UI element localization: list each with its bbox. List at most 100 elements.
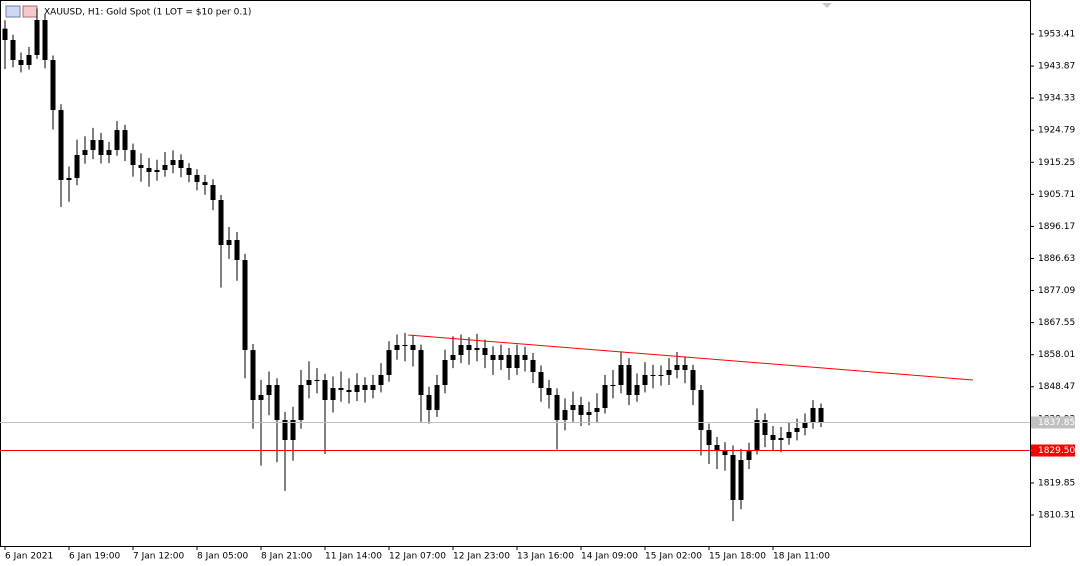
price-label-box [1031, 416, 1075, 429]
candle-body [434, 384, 440, 411]
candle-body [602, 384, 608, 408]
candle-body [146, 167, 152, 172]
y-tick-label: 1896.17 [1038, 222, 1075, 232]
candle-body [74, 154, 80, 179]
candle-body [370, 384, 376, 391]
y-tick-label: 1848.47 [1038, 382, 1075, 392]
candle-body [626, 364, 632, 395]
candle-body [50, 59, 56, 111]
candle-body [266, 384, 272, 395]
candle-body [234, 239, 240, 260]
x-tick-label: 14 Jan 09:00 [581, 552, 638, 562]
candle-body [634, 384, 640, 395]
y-tick-label: 1810.31 [1038, 511, 1075, 521]
x-tick-label: 8 Jan 21:00 [261, 552, 313, 562]
candle-body [242, 259, 248, 351]
candle-body [122, 130, 128, 151]
y-tick-label: 1934.33 [1038, 94, 1075, 104]
candle-body [490, 354, 496, 360]
candle-body [506, 354, 512, 368]
candle-body [386, 350, 392, 375]
candle-body [170, 159, 176, 166]
candle-body [82, 150, 88, 155]
candle-body [450, 354, 456, 360]
trend-line [408, 334, 974, 381]
candle-body [250, 350, 256, 400]
candle-body [258, 394, 264, 400]
candle-body [722, 450, 728, 455]
candle-body [666, 370, 672, 375]
candle-body [98, 139, 104, 155]
candle-body [58, 110, 64, 180]
candle-body [402, 344, 408, 346]
x-tick-label: 6 Jan 19:00 [69, 552, 121, 562]
candle-body [26, 54, 32, 66]
y-tick-label: 1924.79 [1038, 126, 1075, 136]
candle-body [218, 199, 224, 246]
candle-body [538, 371, 544, 388]
candle-body [794, 427, 800, 432]
candle-body [210, 185, 216, 200]
candle-body [130, 150, 136, 166]
candle-body [482, 347, 488, 355]
candle-body [90, 139, 96, 151]
candle-body [650, 374, 656, 376]
y-tick-label: 1886.63 [1038, 254, 1075, 264]
candle-body [522, 354, 528, 360]
candle-body [754, 419, 760, 451]
candle-body [530, 359, 536, 372]
candle-body [578, 404, 584, 415]
candle-body [378, 374, 384, 385]
candle-body [738, 459, 744, 500]
candle-body [354, 384, 360, 392]
candle-body [786, 431, 792, 439]
candle-body [466, 344, 472, 351]
x-tick-label: 15 Jan 18:00 [709, 552, 766, 562]
candle-body [682, 364, 688, 371]
x-tick-label: 18 Jan 11:00 [773, 552, 830, 562]
candle-body [194, 174, 200, 183]
candle-body [362, 384, 368, 391]
candle-body [674, 364, 680, 371]
candle-body [162, 165, 168, 171]
candle-body [330, 387, 336, 400]
candle-body [394, 344, 400, 351]
candle-body [66, 178, 72, 180]
y-tick-label: 1858.01 [1038, 350, 1075, 360]
candle-body [426, 394, 432, 411]
candle-body [346, 390, 352, 392]
x-tick-label: 13 Jan 16:00 [517, 552, 574, 562]
candle-body [690, 370, 696, 391]
y-tick-label: 1877.09 [1038, 286, 1075, 296]
candle-body [802, 422, 808, 428]
candle-body [106, 150, 112, 155]
y-tick-label: 1943.87 [1038, 62, 1075, 72]
y-tick-label: 1953.41 [1038, 30, 1075, 40]
candle-body [762, 419, 768, 435]
candle-body [186, 167, 192, 175]
candle-body [298, 384, 304, 420]
candle-body [618, 364, 624, 385]
price-label-box [1031, 444, 1075, 457]
candle-body [2, 28, 8, 40]
candle-body [642, 374, 648, 385]
x-tick-label: 15 Jan 02:00 [645, 552, 702, 562]
candle-body [474, 347, 480, 351]
y-tick-label: 1819.85 [1038, 478, 1075, 488]
candle-body [586, 411, 592, 415]
candle-body [154, 170, 160, 172]
x-tick-label: 7 Jan 12:00 [133, 552, 185, 562]
candle-body [778, 438, 784, 440]
candle-body [570, 404, 576, 411]
y-tick-label: 1905.71 [1038, 190, 1075, 200]
x-tick-label: 12 Jan 07:00 [389, 552, 446, 562]
candle-body [418, 350, 424, 395]
candle-body [410, 344, 416, 351]
candle-body [178, 159, 184, 168]
candle-body [322, 379, 328, 400]
candle-body [698, 390, 704, 431]
candle-body [274, 384, 280, 420]
candle-body [730, 454, 736, 500]
candle-body [338, 387, 344, 391]
plot-border [0, 0, 1031, 547]
